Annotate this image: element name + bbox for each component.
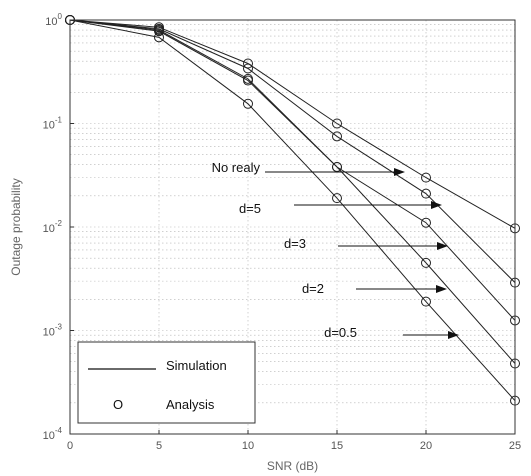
data-point-marker xyxy=(243,75,253,86)
data-point-marker xyxy=(154,26,164,37)
series-annotation-label: d=2 xyxy=(302,281,324,296)
x-tick-label: 20 xyxy=(420,440,432,452)
y-tick-label: 10-4 xyxy=(43,426,63,442)
legend-entry-label: Simulation xyxy=(166,358,227,373)
data-point-marker xyxy=(154,32,164,43)
legend-entry-label: Analysis xyxy=(166,397,215,412)
series-annotation-label: d=3 xyxy=(284,236,306,251)
data-point-marker xyxy=(421,188,431,199)
y-axis-label: Outage probability xyxy=(9,178,23,275)
data-point-marker xyxy=(332,161,342,172)
series-annotation-label: d=5 xyxy=(239,201,261,216)
data-point-marker xyxy=(332,118,342,129)
data-point-marker xyxy=(332,193,342,204)
y-tick-label: 10-1 xyxy=(43,116,63,132)
series-annotation-label: No realy xyxy=(212,160,261,175)
x-tick-label: 25 xyxy=(509,440,521,452)
x-tick-label: 15 xyxy=(331,440,343,452)
x-tick-label: 0 xyxy=(67,440,73,452)
tick-labels: 0 5 10 15 20 25 100 10-1 10-2 10-3 10-4 xyxy=(43,12,522,452)
series-line xyxy=(69,19,516,401)
y-tick-label: 100 xyxy=(45,12,62,28)
x-axis-label: SNR (dB) xyxy=(267,459,318,473)
data-point-marker xyxy=(243,98,253,109)
data-point-marker xyxy=(421,257,431,268)
annotation-arrow-head xyxy=(394,168,405,176)
legend: Simulation O Analysis xyxy=(77,341,256,424)
legend-box xyxy=(77,341,256,424)
annotation-arrow-head xyxy=(437,242,448,250)
data-point-marker xyxy=(332,131,342,142)
series-annotations: No realy d=5 d=3 d=2 d=0.5 xyxy=(212,160,459,340)
legend-marker-glyph: O xyxy=(113,397,123,412)
series-line xyxy=(69,19,516,283)
series-line xyxy=(69,19,516,229)
series-line xyxy=(69,19,516,321)
y-tick-label: 10-2 xyxy=(43,219,63,235)
series-line xyxy=(69,19,516,364)
x-tick-label: 10 xyxy=(242,440,254,452)
data-point-marker xyxy=(421,296,431,307)
data-point-marker xyxy=(421,217,431,228)
data-point-marker xyxy=(243,63,253,74)
x-tick-label: 5 xyxy=(156,440,162,452)
annotation-arrow-head xyxy=(436,285,447,293)
annotation-arrow-head xyxy=(448,331,459,339)
annotation-arrow-head xyxy=(431,201,442,209)
y-tick-label: 10-3 xyxy=(43,323,63,339)
data-point-marker xyxy=(421,172,431,183)
series-annotation-label: d=0.5 xyxy=(324,325,357,340)
